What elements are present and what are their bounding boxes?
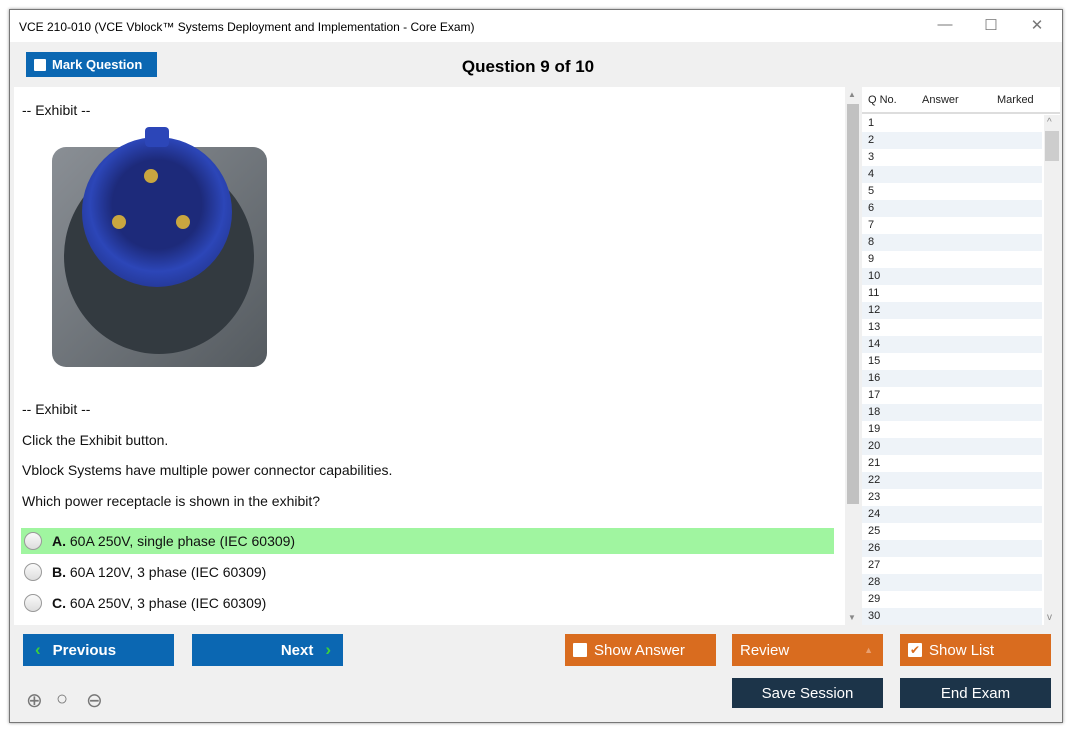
exam-window: VCE 210-010 (VCE Vblock™ Systems Deploym… [9, 9, 1063, 723]
header-marked[interactable]: Marked [997, 93, 1034, 106]
show-answer-button[interactable]: Show Answer [565, 634, 716, 666]
option-text: 60A 250V, 3 phase (IEC 60309) [66, 595, 267, 611]
zoom-out-icon[interactable]: ⊖ [86, 690, 103, 712]
list-header: Q No. Answer Marked [862, 87, 1060, 114]
list-item[interactable]: 26 [862, 540, 1042, 557]
radio-button[interactable] [24, 594, 42, 612]
question-text: Which power receptacle is shown in the e… [22, 493, 321, 509]
end-exam-button[interactable]: End Exam [900, 678, 1051, 708]
list-item[interactable]: 28 [862, 574, 1042, 591]
mark-question-button[interactable]: Mark Question [26, 52, 157, 77]
list-item[interactable]: 11 [868, 287, 880, 299]
triangle-up-icon: ▲ [864, 645, 873, 655]
header-qno[interactable]: Q No. [868, 93, 897, 106]
minimize-button[interactable]: — [937, 16, 953, 33]
option-a[interactable]: A. 60A 250V, single phase (IEC 60309) [21, 528, 834, 554]
list-item[interactable]: 9 [868, 253, 875, 265]
zoom-in-icon[interactable]: ⊕ [26, 690, 43, 712]
list-item[interactable]: 3 [868, 151, 875, 163]
next-button[interactable]: Next › [192, 634, 343, 666]
list-item[interactable]: 1 [868, 117, 875, 129]
list-item[interactable]: 7 [868, 219, 875, 231]
list-item[interactable]: 10 [862, 268, 1042, 285]
list-item[interactable]: 16 [862, 370, 1042, 387]
option-letter: B. [52, 564, 66, 580]
checkbox-icon [34, 58, 46, 71]
scroll-down-icon[interactable]: v [1047, 612, 1052, 623]
chevron-right-icon: › [325, 640, 331, 659]
question-line: Vblock Systems have multiple power conne… [22, 462, 393, 478]
maximize-button[interactable]: ☐ [984, 17, 998, 34]
list-item[interactable]: 12 [862, 302, 1042, 319]
checked-checkbox-icon: ✔ [908, 643, 922, 657]
list-item[interactable]: 6 [862, 200, 1042, 217]
option-letter: C. [52, 595, 66, 611]
list-item[interactable]: 25 [868, 525, 881, 537]
option-text: 60A 250V, single phase (IEC 60309) [66, 533, 296, 549]
review-label: Review [740, 641, 790, 659]
list-item[interactable]: 27 [868, 559, 881, 571]
list-item[interactable]: 13 [868, 321, 881, 333]
option-text: 60A 120V, 3 phase (IEC 60309) [66, 564, 267, 580]
close-button[interactable]: ✕ [1030, 17, 1044, 34]
list-item[interactable]: 30 [862, 608, 1042, 625]
show-answer-label: Show Answer [594, 641, 685, 659]
list-item[interactable]: 14 [862, 336, 1042, 353]
list-item[interactable]: 20 [862, 438, 1042, 455]
review-button[interactable]: Review ▲ [732, 634, 883, 666]
list-item[interactable]: 18 [862, 404, 1042, 421]
scroll-up-icon[interactable]: ^ [1047, 117, 1052, 128]
list-item[interactable]: 22 [862, 472, 1042, 489]
list-item[interactable]: 17 [868, 389, 881, 401]
radio-button[interactable] [24, 563, 42, 581]
scroll-thumb[interactable] [847, 104, 859, 504]
scroll-up-icon[interactable]: ▲ [848, 90, 856, 99]
question-panel: -- Exhibit -- -- Exhibit -- Click the Ex… [14, 87, 845, 625]
exhibit-image [52, 127, 267, 367]
save-session-button[interactable]: Save Session [732, 678, 883, 708]
list-item[interactable]: 19 [868, 423, 881, 435]
checkbox-icon [573, 643, 587, 657]
question-list: Q No. Answer Marked 1 2 3 4 5 6 7 8 9 10 11 12 13 14 1… [862, 87, 1060, 625]
header-answer[interactable]: Answer [922, 93, 959, 106]
exhibit-open: -- Exhibit -- [22, 102, 91, 118]
list-item[interactable]: 24 [862, 506, 1042, 523]
question-scrollbar[interactable]: ▲ ▼ [845, 87, 860, 625]
chevron-left-icon: ‹ [35, 640, 41, 659]
list-item[interactable]: 21 [868, 457, 881, 469]
question-title: Question 9 of 10 [461, 57, 595, 76]
option-c[interactable]: C. 60A 250V, 3 phase (IEC 60309) [21, 590, 834, 616]
scroll-thumb[interactable] [1045, 131, 1059, 161]
title-bar: VCE 210-010 (VCE Vblock™ Systems Deploym… [10, 10, 1062, 42]
list-item[interactable]: 29 [868, 593, 881, 605]
window-title: VCE 210-010 (VCE Vblock™ Systems Deploym… [19, 20, 475, 34]
list-item[interactable]: 23 [868, 491, 881, 503]
list-item[interactable]: 15 [868, 355, 881, 367]
list-item[interactable]: 2 [862, 132, 1042, 149]
list-item[interactable]: 4 [862, 166, 1042, 183]
zoom-reset-icon[interactable]: ○ [56, 688, 69, 710]
show-list-label: Show List [929, 641, 995, 659]
scroll-down-icon[interactable]: ▼ [848, 613, 856, 622]
show-list-button[interactable]: ✔ Show List [900, 634, 1051, 666]
option-letter: A. [52, 533, 66, 549]
option-b[interactable]: B. 60A 120V, 3 phase (IEC 60309) [21, 559, 834, 585]
question-line: Click the Exhibit button. [22, 432, 169, 448]
exhibit-close: -- Exhibit -- [22, 401, 91, 417]
list-item[interactable]: 8 [862, 234, 1042, 251]
previous-button[interactable]: ‹ Previous [23, 634, 174, 666]
list-item[interactable]: 5 [868, 185, 875, 197]
radio-button[interactable] [24, 532, 42, 550]
list-scrollbar[interactable]: ^ v [1044, 115, 1060, 625]
list-rows: 1 2 3 4 5 6 7 8 9 10 11 12 13 14 15 16 17 18 19 20 21 22 23 24 2… [862, 115, 1042, 625]
previous-label: Previous [52, 641, 117, 659]
next-label: Next [280, 641, 314, 659]
mark-question-label: Mark Question [52, 57, 143, 72]
